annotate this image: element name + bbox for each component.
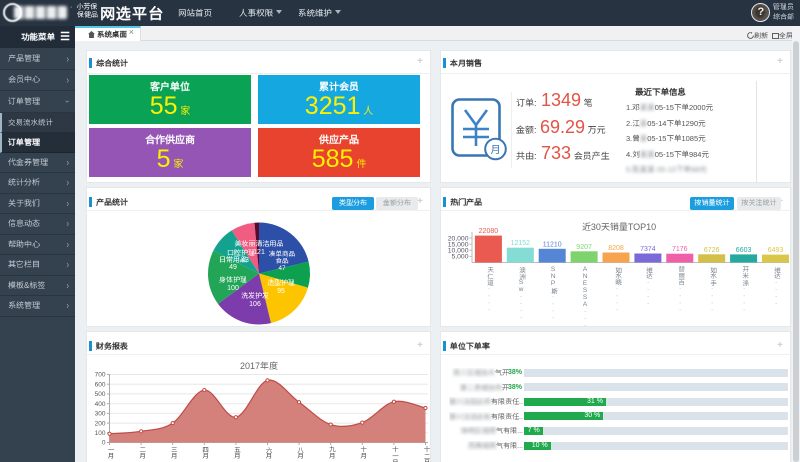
svg-text:11210: 11210 [543, 241, 562, 248]
svg-text:9207: 9207 [576, 244, 592, 251]
svg-text:身体护理: 身体护理 [218, 276, 247, 284]
svg-text:400: 400 [95, 401, 106, 408]
svg-text:200: 200 [95, 420, 106, 427]
svg-text:0: 0 [102, 440, 106, 447]
svg-text:47: 47 [278, 265, 286, 272]
svg-text:6603: 6603 [736, 247, 752, 254]
svg-text:12152: 12152 [511, 240, 531, 247]
svg-text:口腔护理: 口腔护理 [227, 249, 255, 257]
svg-text:22080: 22080 [479, 228, 499, 235]
svg-text:10,000: 10,000 [448, 248, 469, 255]
svg-text:2017年度: 2017年度 [240, 361, 278, 371]
svg-text:49: 49 [229, 264, 237, 271]
svg-text:106: 106 [249, 301, 261, 308]
svg-text:300: 300 [95, 411, 106, 418]
svg-text:日常用品: 日常用品 [219, 256, 247, 264]
svg-text:6726: 6726 [704, 247, 720, 254]
svg-text:121: 121 [253, 249, 265, 256]
svg-text:7176: 7176 [672, 246, 688, 253]
svg-text:7374: 7374 [640, 246, 656, 253]
svg-text:美妆丽清洁用品: 美妆丽清洁用品 [235, 240, 284, 248]
svg-text:700: 700 [95, 372, 106, 379]
svg-text:凑单商品: 凑单商品 [269, 250, 296, 258]
svg-text:造型护理: 造型护理 [267, 279, 295, 287]
svg-text:15,000: 15,000 [448, 242, 469, 249]
svg-text:食品: 食品 [276, 257, 290, 265]
svg-text:20,000: 20,000 [448, 235, 469, 242]
svg-text:6493: 6493 [768, 247, 784, 254]
svg-text:100: 100 [227, 285, 239, 292]
svg-text:洗发护发: 洗发护发 [241, 292, 269, 300]
svg-text:5,000: 5,000 [451, 254, 468, 261]
svg-text:43: 43 [241, 257, 249, 264]
svg-text:月: 月 [491, 141, 501, 156]
svg-text:近30天销量TOP10: 近30天销量TOP10 [582, 222, 656, 232]
svg-text:8208: 8208 [608, 245, 624, 252]
svg-text:500: 500 [95, 391, 106, 398]
svg-text:100: 100 [95, 430, 106, 437]
svg-text:600: 600 [95, 381, 106, 388]
svg-text:95: 95 [277, 288, 285, 295]
